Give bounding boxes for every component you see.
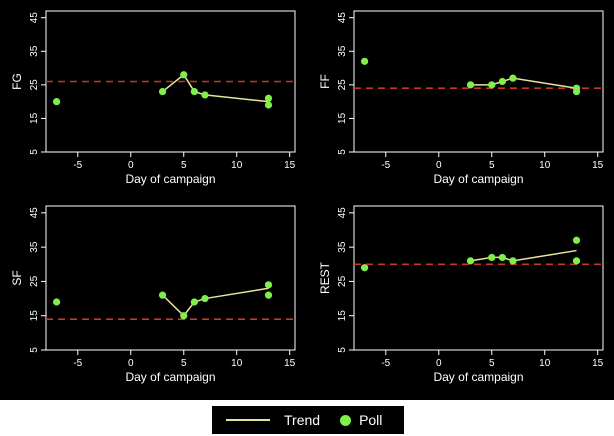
panel-sf-xtick-label: 0	[128, 358, 134, 369]
panel-ff-poll-point	[498, 77, 506, 86]
chart-figure: -5 0 5 10 15 5 15 25 35 45 Day of campaign FG -5 0 5 10…	[0, 0, 614, 400]
panel-sf-poll-point	[158, 291, 167, 299]
panel-sf-frame	[45, 205, 296, 351]
panel-ff-ytick-label: 25	[337, 79, 348, 91]
panel-fg-ytick-label: 25	[29, 79, 40, 91]
panel-rest-ytick-label: 15	[337, 310, 348, 322]
panel-rest-poll-point	[572, 257, 581, 265]
legend: Trend Poll	[212, 406, 404, 434]
panel-fg-poll-point	[190, 87, 198, 96]
panel-ff-poll-point	[572, 84, 581, 92]
panel-rest-ytick-label: 35	[337, 241, 348, 253]
panel-sf-poll-point	[264, 281, 273, 289]
panel-sf-trend-line	[162, 287, 269, 317]
panel-rest-frame	[353, 205, 604, 351]
panel-sf-poll-point	[264, 291, 273, 299]
panel-rest-xtick-label: 10	[539, 358, 551, 369]
panel-ff-ytick-label: 35	[337, 45, 348, 57]
panel-fg-poll-point	[201, 91, 209, 99]
panel-fg-xtick-label: 10	[231, 160, 243, 171]
panel-fg-xtick-label: 0	[128, 160, 134, 171]
panel-sf-ytick-label: 25	[29, 275, 40, 287]
panel-ff-xtick-label: -5	[381, 160, 390, 171]
panel-sf-ytick-label: 45	[29, 207, 40, 219]
panel-sf-xlabel: Day of campaign	[125, 370, 215, 384]
panel-fg-trend-line	[162, 73, 269, 103]
panel-sf-xtick-label: 5	[181, 358, 187, 369]
panel-ff-poll-point	[509, 74, 517, 82]
panel-rest-poll-point	[466, 257, 475, 265]
panel-ff-ytick-label: 15	[337, 112, 348, 124]
panel-fg-ylabel: FG	[10, 73, 24, 90]
panel-fg-xtick-label: 15	[284, 160, 296, 171]
panel-sf-ytick-label: 35	[29, 241, 40, 253]
panel-ff-ytick-label: 5	[337, 149, 348, 155]
panel-rest-trend-line	[470, 249, 577, 262]
panel-sf-xtick-label: 10	[231, 358, 243, 369]
panel-rest-poll-point	[488, 253, 496, 262]
panel-fg-poll-point	[264, 94, 273, 102]
panel-rest-ytick-label: 45	[337, 207, 348, 219]
panel-fg-ytick-label: 45	[29, 12, 40, 24]
panel-ff-xtick-label: 5	[489, 160, 495, 171]
panel-fg-poll-point	[158, 87, 167, 96]
legend-poll-label: Poll	[359, 412, 383, 428]
panel-fg-poll-point	[52, 98, 61, 106]
panel-sf-poll-point	[180, 312, 188, 320]
panel-rest-xtick-label: 15	[592, 358, 604, 369]
panel-fg-xlabel: Day of campaign	[125, 172, 215, 186]
panel-ff-frame	[353, 10, 604, 153]
panel-fg-ytick-label: 15	[29, 112, 40, 124]
panel-fg-ytick-label: 35	[29, 45, 40, 57]
legend-trend-label: Trend	[284, 412, 321, 428]
panel-ff-ytick-label: 45	[337, 12, 348, 24]
panel-sf-ytick-label: 15	[29, 310, 40, 322]
panel-fg-poll-point	[180, 71, 188, 79]
panel-rest-ytick-label: 5	[337, 347, 348, 353]
panel-fg-xtick-label: 5	[181, 160, 187, 171]
panel-rest-poll-point	[498, 253, 506, 262]
legend-trend-line	[226, 419, 270, 421]
panel-fg-ytick-label: 5	[29, 149, 40, 155]
panel-rest-ytick-label: 25	[337, 275, 348, 287]
panel-sf-ytick-label: 5	[29, 347, 40, 353]
legend-poll-marker	[340, 414, 352, 426]
panel-ff-trend-line	[470, 77, 577, 89]
panel-ff-xtick-label: 10	[539, 160, 551, 171]
panel-rest-poll-point	[572, 236, 581, 244]
panel-rest-xtick-label: -5	[381, 358, 390, 369]
panel-ff-poll-point	[360, 57, 369, 65]
chart-svg: -5 0 5 10 15 5 15 25 35 45 Day of campaign FG -5 0 5 10…	[10, 10, 604, 384]
panel-sf-poll-point	[190, 298, 198, 306]
panel-fg-xtick-label: -5	[73, 160, 82, 171]
panel-rest-ylabel: REST	[318, 261, 332, 294]
panel-ff-xlabel: Day of campaign	[433, 172, 523, 186]
panel-ff-poll-point	[466, 81, 475, 89]
panel-rest-poll-point	[509, 257, 517, 265]
panel-sf-ylabel: SF	[10, 270, 24, 285]
panel-rest-xlabel: Day of campaign	[433, 370, 523, 384]
panel-sf-xtick-label: 15	[284, 358, 296, 369]
panel-rest-poll-point	[360, 264, 369, 272]
panel-rest-xtick-label: 5	[489, 358, 495, 369]
panel-sf-xtick-label: -5	[73, 358, 82, 369]
panel-ff-ylabel: FF	[318, 74, 332, 89]
panel-ff-poll-point	[488, 81, 496, 89]
panel-sf-poll-point	[201, 294, 209, 303]
panel-fg-poll-point	[264, 101, 273, 109]
panel-rest-xtick-label: 0	[436, 358, 442, 369]
panel-ff-xtick-label: 15	[592, 160, 604, 171]
panel-sf-poll-point	[52, 298, 61, 306]
panel-ff-xtick-label: 0	[436, 160, 442, 171]
